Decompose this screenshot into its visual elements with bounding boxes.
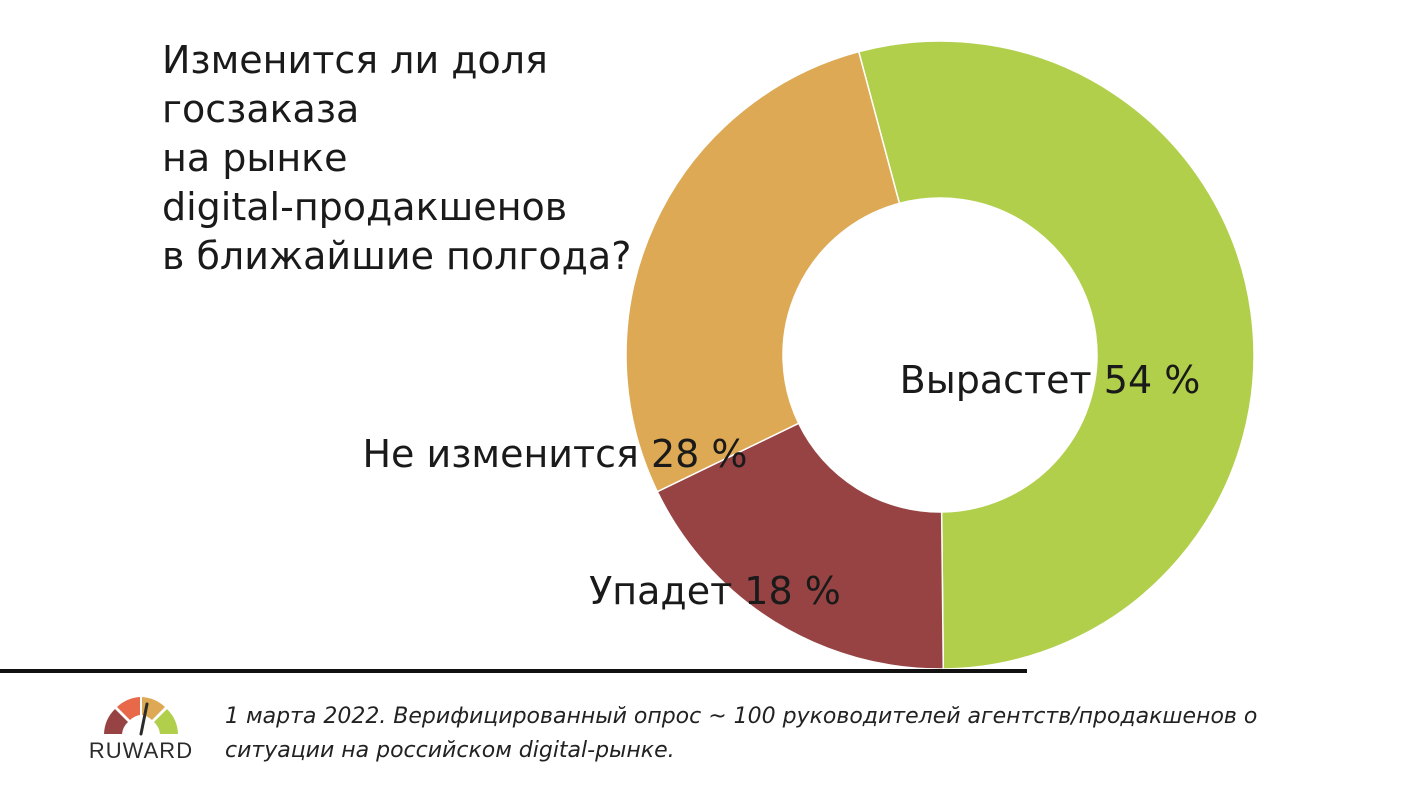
survey-footnote: 1 марта 2022. Верифицированный опрос ~ 1…	[225, 704, 1258, 763]
slice-label-0: Вырастет 54 %	[900, 358, 1201, 402]
footer-divider	[0, 669, 1027, 673]
slice-2	[625, 50, 901, 493]
slice-label-1: Упадет 18 %	[589, 569, 841, 613]
chart-title: Изменится ли доля госзаказа на рынке dig…	[162, 38, 632, 278]
gauge-icon	[104, 697, 178, 736]
slice-0	[857, 40, 1255, 670]
slice-label-2: Не изменится 28 %	[362, 432, 747, 476]
slice-1	[656, 422, 945, 670]
logo-text: RUWARD	[88, 738, 194, 763]
ruward-logo: RUWARD	[82, 694, 200, 768]
